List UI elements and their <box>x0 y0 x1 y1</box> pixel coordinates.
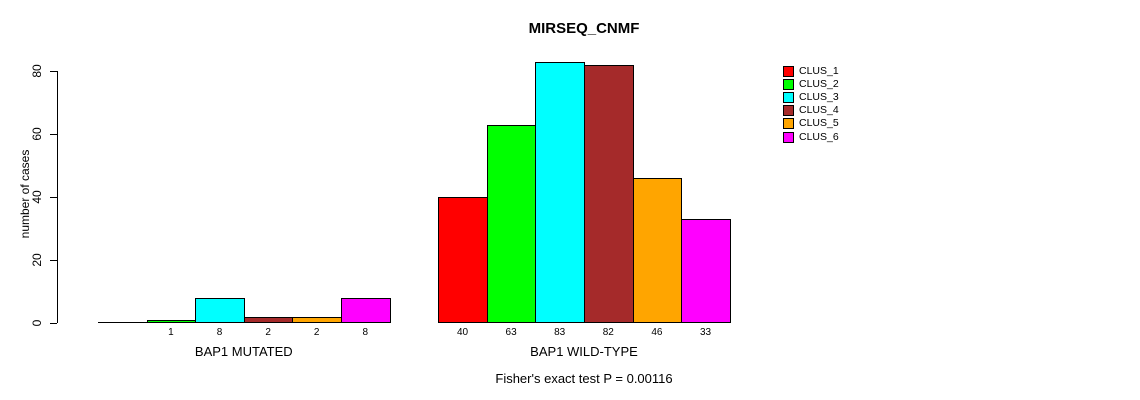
bar-clus_1 <box>438 197 488 323</box>
legend-label-clus_1: CLUS_1 <box>799 65 839 77</box>
y-axis-tick <box>50 196 57 198</box>
bar-clus_3 <box>535 61 585 323</box>
bar-value-label: 8 <box>362 327 369 338</box>
bar-clus_6 <box>341 297 391 323</box>
bar-value-label: 40 <box>456 327 469 338</box>
legend-swatch-clus_4 <box>783 105 794 117</box>
legend-label-clus_6: CLUS_6 <box>799 130 839 143</box>
chart-title: MIRSEQ_CNMF <box>528 20 640 37</box>
bar-value-label: 83 <box>554 327 566 338</box>
y-axis-tick-label: 80 <box>30 64 44 79</box>
legend-label-clus_4: CLUS_4 <box>799 104 839 117</box>
bar-clus_5 <box>632 178 683 323</box>
y-axis-tick-label: 0 <box>30 319 44 327</box>
legend-swatch-clus_2 <box>783 79 794 91</box>
bar-clus_4 <box>243 316 294 323</box>
bar-value-label: 2 <box>313 327 320 338</box>
group-label: BAP1 WILD-TYPE <box>530 344 638 359</box>
legend-label-clus_5: CLUS_5 <box>799 117 839 130</box>
bar-value-label: 82 <box>602 327 614 338</box>
legend-swatch-clus_3 <box>783 92 794 104</box>
bar-value-label: 63 <box>505 327 517 338</box>
legend-swatch-clus_1 <box>783 66 794 77</box>
y-axis-tick <box>50 133 57 135</box>
legend-label-clus_3: CLUS_3 <box>799 91 839 104</box>
y-axis-tick-label: 60 <box>30 127 44 141</box>
y-axis-line <box>57 71 58 323</box>
y-axis-tick-label: 20 <box>30 253 44 267</box>
bar-value-label: 2 <box>265 327 271 338</box>
bar-value-label: 1 <box>168 327 174 338</box>
y-axis-tick <box>50 322 57 324</box>
legend-label-clus_2: CLUS_2 <box>799 78 839 91</box>
bar-value-label: 46 <box>651 327 663 338</box>
bar-clus_6 <box>681 219 731 323</box>
group-label: BAP1 MUTATED <box>194 344 293 359</box>
fisher-test-caption: Fisher's exact test P = 0.00116 <box>495 371 673 386</box>
y-axis-tick-label: 40 <box>30 190 44 204</box>
bar-clus_2 <box>486 124 537 323</box>
bar-clus_5 <box>292 316 342 323</box>
bar-clus_3 <box>195 297 245 323</box>
legend-swatch-clus_6 <box>783 131 794 143</box>
bar-clus_2 <box>146 319 197 323</box>
bar-clus_1-zero <box>98 322 148 323</box>
legend-swatch-clus_5 <box>783 118 794 130</box>
y-axis-tick <box>50 259 57 261</box>
bar-value-label: 33 <box>699 327 712 338</box>
bar-clus_4 <box>584 65 634 323</box>
y-axis-tick <box>50 70 57 72</box>
bar-value-label: 8 <box>216 327 223 338</box>
